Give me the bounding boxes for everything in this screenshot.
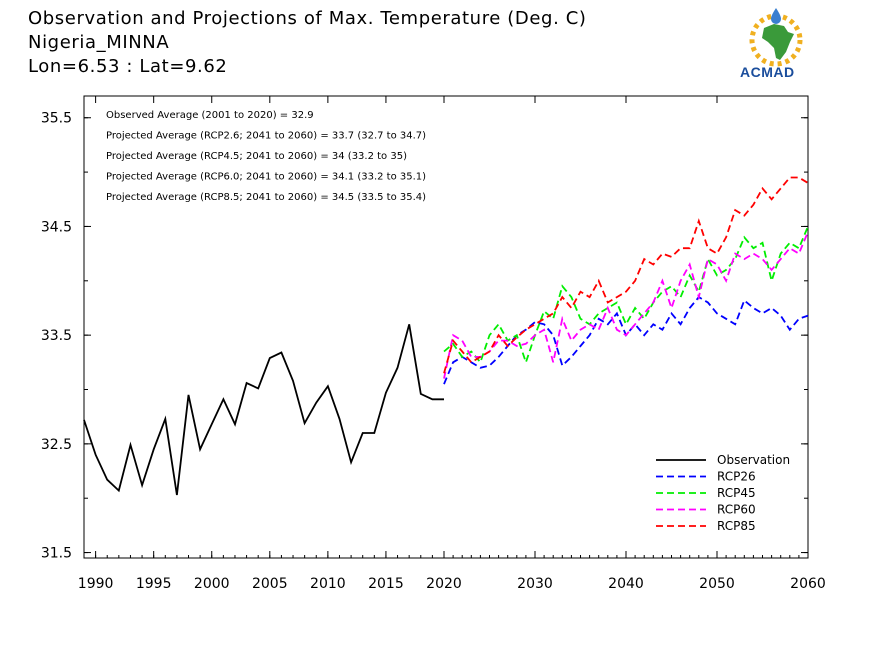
y-tick-label: 34.5 <box>41 219 72 235</box>
annotation-text: Projected Average (RCP8.5; 2041 to 2060)… <box>106 192 426 203</box>
x-tick-label: 2050 <box>699 576 735 592</box>
legend: Observation RCP26 RCP45 RCP60 RCP85 <box>656 453 790 533</box>
x-tick-label: 2030 <box>517 576 553 592</box>
x-tick-label: 2040 <box>608 576 644 592</box>
series-line-rcp45 <box>443 226 809 366</box>
legend-label: Observation <box>717 453 790 467</box>
legend-label: RCP60 <box>717 503 756 517</box>
location-label: Nigeria_MINNA <box>28 32 170 53</box>
x-tick-label: 2000 <box>194 576 230 592</box>
annotation-text: Projected Average (RCP4.5; 2041 to 2060)… <box>106 151 407 162</box>
x-tick-label: 2005 <box>252 576 288 592</box>
legend-label: RCP45 <box>717 486 756 500</box>
acmad-logo <box>738 8 818 84</box>
logo-text: ACMAD <box>740 64 795 80</box>
x-tick-label: 2015 <box>368 576 404 592</box>
x-tick-label: 1995 <box>136 576 172 592</box>
annotation-text: Observed Average (2001 to 2020) = 32.9 <box>106 110 314 121</box>
annotation-text: Projected Average (RCP2.6; 2041 to 2060)… <box>106 131 426 142</box>
y-tick-label: 33.5 <box>41 328 72 344</box>
series-line-observation <box>83 324 444 496</box>
series-line-rcp60 <box>443 231 809 379</box>
y-axis: 31.5 32.5 33.5 34.5 35.5 <box>41 111 808 562</box>
x-axis: 1990 1995 2000 2005 2010 2015 2020 2030 2040 2050… <box>78 96 826 592</box>
x-tick-label: 2060 <box>790 576 826 592</box>
annotations: Observed Average (2001 to 2020) = 32.9 Pr… <box>106 110 426 203</box>
y-tick-label: 32.5 <box>41 437 72 453</box>
x-tick-label: 2020 <box>426 576 462 592</box>
africa-map-icon <box>762 24 794 60</box>
annotation-text: Projected Average (RCP6.0; 2041 to 2060)… <box>106 172 426 183</box>
legend-label: RCP85 <box>717 519 756 533</box>
coordinates-label: Lon=6.53 : Lat=9.62 <box>28 56 228 77</box>
x-tick-label: 2010 <box>310 576 346 592</box>
series-line-rcp85 <box>443 176 809 374</box>
x-tick-label: 1990 <box>78 576 114 592</box>
series-line-rcp26 <box>443 295 809 385</box>
series-lines <box>83 176 809 496</box>
y-tick-label: 35.5 <box>41 111 72 127</box>
plot-area <box>83 95 809 559</box>
water-drop-icon <box>771 8 781 24</box>
y-tick-label: 31.5 <box>41 546 72 562</box>
chart-title: Observation and Projections of Max. Temp… <box>28 8 587 29</box>
legend-label: RCP26 <box>717 470 756 484</box>
